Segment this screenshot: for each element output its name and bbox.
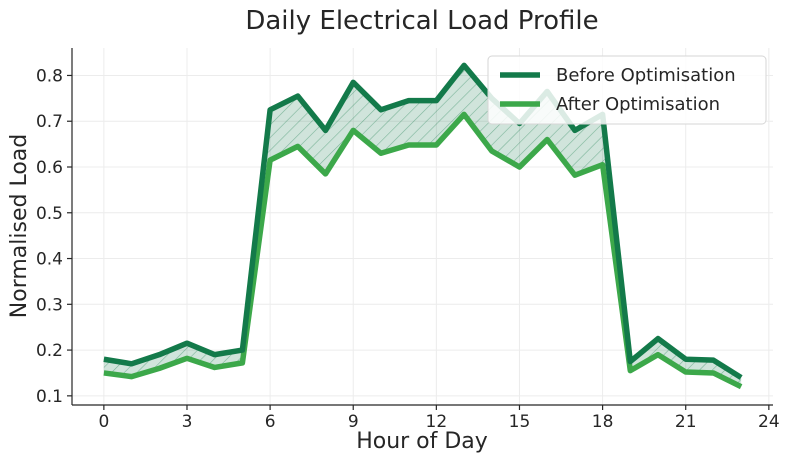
y-tick-label: 0.8 [36,66,63,86]
legend-label-before: Before Optimisation [556,65,736,86]
series-lines [103,62,743,390]
x-tick-label: 6 [265,412,276,432]
x-tick-label: 15 [509,412,531,432]
x-axis-ticks: 0 3 6 9 12 15 18 21 24 [98,405,780,432]
y-axis-label: Normalised Load [7,134,32,318]
legend-box [487,55,767,125]
y-tick-label: 0.7 [36,112,63,132]
x-tick-label: 24 [758,412,780,432]
legend: Before Optimisation After Optimisation [487,55,767,125]
x-tick-label: 9 [348,412,359,432]
series-line-before [103,62,743,380]
y-tick-label: 0.2 [36,341,63,361]
optimisation-savings-hatch [103,65,742,387]
y-tick-label: 0.1 [36,387,63,407]
legend-label-after: After Optimisation [556,94,720,115]
y-tick-label: 0.5 [36,204,63,224]
series-line-after [103,111,743,390]
chart-title: Daily Electrical Load Profile [245,6,598,36]
x-tick-label: 21 [675,412,697,432]
x-axis-label: Hour of Day [356,429,488,454]
x-tick-label: 0 [98,412,109,432]
y-tick-label: 0.4 [36,250,63,270]
y-tick-label: 0.6 [36,158,63,178]
x-tick-label: 3 [182,412,193,432]
axes-spines [71,48,773,406]
x-tick-label: 12 [426,412,448,432]
y-tick-label: 0.3 [36,295,63,315]
x-tick-label: 18 [592,412,614,432]
y-axis-ticks: 0.1 0.2 0.3 0.4 0.5 0.6 0.7 0.8 [36,66,72,407]
